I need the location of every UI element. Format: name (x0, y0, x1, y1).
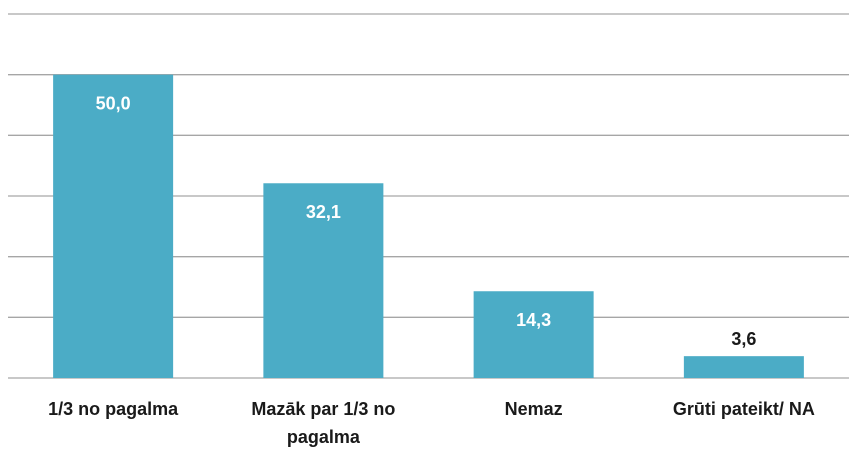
x-tick-label: 1/3 no pagalma (48, 399, 179, 419)
data-label: 14,3 (516, 310, 551, 330)
data-label: 32,1 (306, 202, 341, 222)
bar (683, 356, 804, 378)
data-label: 50,0 (96, 93, 131, 113)
bar (473, 291, 594, 378)
bar (263, 183, 384, 378)
x-tick-label: Nemaz (505, 399, 563, 419)
data-label: 3,6 (731, 329, 756, 349)
x-tick-label: Mazāk par 1/3 no pagalma (251, 399, 395, 447)
x-tick-label: Grūti pateikt/ NA (673, 399, 815, 419)
bar (53, 74, 174, 379)
